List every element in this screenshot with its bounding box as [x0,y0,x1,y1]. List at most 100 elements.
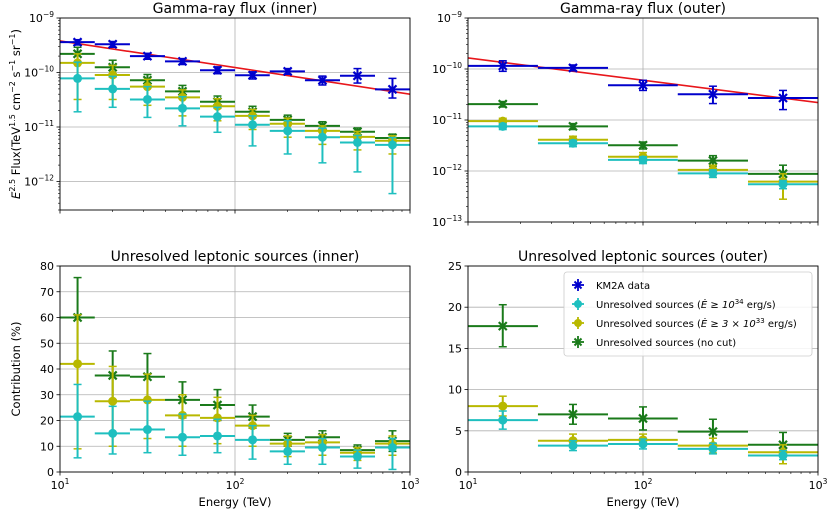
data-point [164,413,201,457]
data-point [468,99,538,109]
chart-title: Gamma-ray flux (outer) [560,1,726,17]
data-point [94,39,130,50]
y-tick-label: 25 [448,260,462,273]
data-point [468,410,538,430]
x-marker [568,409,578,420]
legend-entry: KM2A data [572,279,650,292]
plot-area [60,276,410,471]
y-tick-label: 30 [40,389,54,402]
data-point [677,442,748,455]
circle-marker [142,395,152,405]
circle-marker [317,443,327,453]
y-tick-label: 10−9 [437,10,462,25]
x-marker [72,37,83,47]
circle-marker [212,101,222,111]
circle-marker [177,103,187,113]
y-tick-label: 10 [40,440,54,453]
x-marker [497,321,508,331]
chart-title: Unresolved leptonic sources (outer) [518,249,768,265]
circle-marker [352,452,362,462]
circle-marker [108,428,118,438]
legend-circle-marker [574,300,582,308]
x-marker [638,140,648,151]
circle-marker [568,441,578,451]
y-tick-label: 10−12 [432,163,462,178]
panel-1: 10−12 10−11 10−10 10−9 Gamma-ray flux (inner… [8,1,411,214]
circle-marker [638,439,648,449]
circle-marker [498,401,508,411]
data-point [200,418,235,454]
legend-label: Unresolved sources (no cut) [596,338,736,349]
legend: KM2A data Unresolved sources (Ė ≥ 1034 er… [563,271,813,357]
y-tick-label: 10−10 [24,65,54,80]
legend-x-marker [573,280,583,290]
data-point [94,405,130,455]
legend-entry: Unresolved sources (Ė ≥ 3 × 1033 erg/s) [572,317,797,330]
x-marker [708,89,718,100]
legend-entry: Unresolved sources (no cut) [572,336,736,349]
data-point [537,138,609,148]
axes-frame [59,265,411,473]
axes-frame [467,17,819,223]
circle-marker [108,70,118,80]
data-point [339,449,376,469]
x-marker [708,155,718,166]
x-tick-label: 101 [51,477,70,492]
data-point [608,155,678,165]
x-tick-label: 103 [401,477,420,492]
x-axis-label: Energy (TeV) [199,495,272,509]
data-point [468,303,538,348]
y-tick-label: 10−13 [432,214,462,229]
series [60,37,410,99]
legend-label: Unresolved sources (Ė ≥ 1034 erg/s) [596,298,776,311]
chart-title: Gamma-ray flux (inner) [153,1,318,17]
y-tick-label: 10 [448,384,462,397]
data-point [269,66,305,77]
circle-marker [778,179,788,189]
series [468,410,818,461]
x-marker [638,413,648,424]
plot-area [468,57,818,200]
data-point [164,56,201,67]
circle-marker [142,425,152,435]
x-marker [568,63,578,73]
data-point [747,179,818,190]
legend-entry: Unresolved sources (Ė ≥ 1034 erg/s) [572,298,776,311]
x-marker [317,75,328,86]
y-axis-label: E2.5​ Flux(TeV1.5​ cm−2​ s−1​ sr−1​) [8,29,23,199]
fit-line [60,40,410,95]
data-point [537,439,609,452]
data-point [304,75,340,86]
data-point [537,63,609,73]
x-marker [638,80,648,91]
circle-marker [108,396,118,406]
data-point [200,65,235,76]
circle-marker [248,435,258,445]
y-tick-label: 40 [40,363,54,376]
circle-marker [387,140,397,150]
circle-marker [498,415,508,425]
plot-area [468,303,818,465]
circle-marker [212,112,222,122]
y-tick-label: 70 [40,286,54,299]
y-tick-label: 10−11 [432,112,462,127]
data-point [235,424,270,460]
circle-marker [638,155,648,165]
data-point [537,403,609,425]
series [60,61,410,195]
y-tick-label: 0 [47,466,54,479]
y-tick-label: 10−11 [24,119,54,134]
data-point [269,120,305,155]
circle-marker [387,443,397,453]
legend-label: KM2A data [596,281,650,292]
x-tick-label: 102 [634,477,653,492]
y-tick-label: 20 [40,415,54,428]
circle-marker [73,359,83,369]
y-tick-label: 20 [448,301,462,314]
x-marker [107,39,118,50]
y-tick-label: 10−10 [432,61,462,76]
data-point [235,70,270,81]
data-point [747,449,818,461]
y-tick-label: 10−12 [24,174,54,189]
data-point [60,383,95,459]
